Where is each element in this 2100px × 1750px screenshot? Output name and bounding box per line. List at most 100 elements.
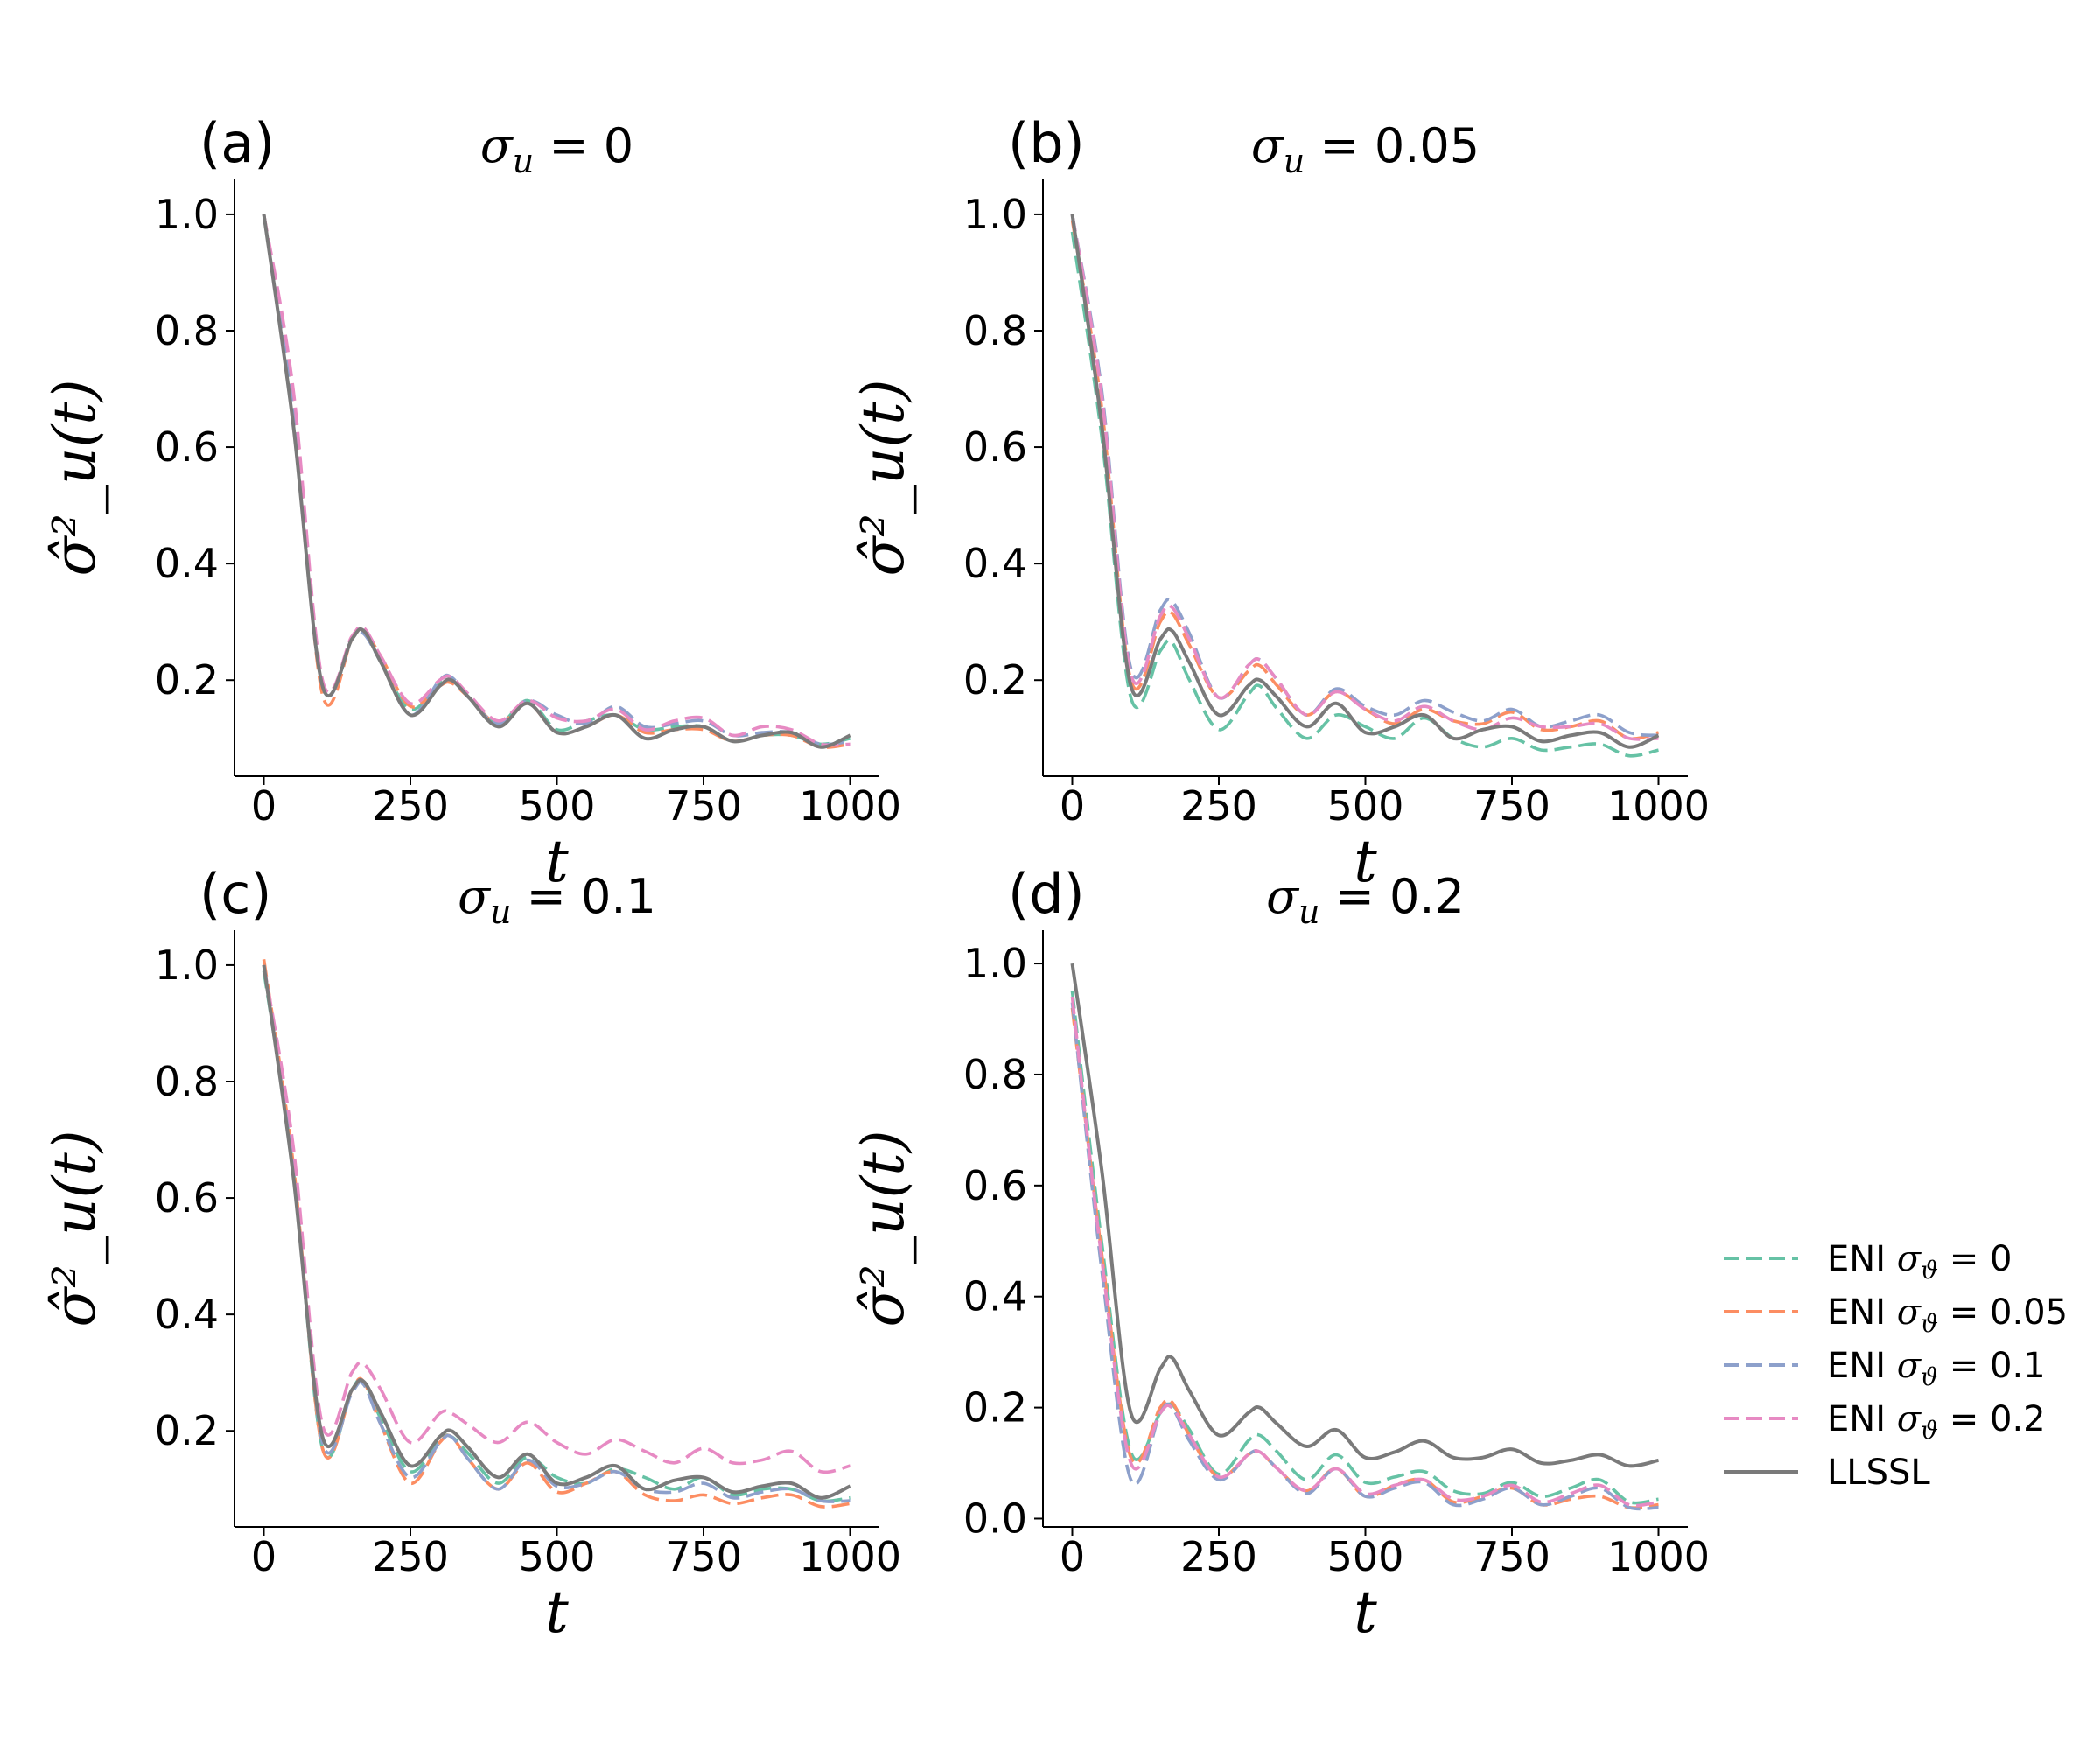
legend-label: ENI σϑ = 0.2	[1827, 1399, 2046, 1445]
legend-prefix: ENI	[1827, 1239, 1897, 1279]
x-tick-label: 500	[519, 1533, 596, 1580]
legend-subscript: ϑ	[1921, 1362, 1938, 1391]
title-symbol: σ	[1266, 869, 1300, 924]
legend-prefix: ENI	[1827, 1399, 1897, 1439]
title-value: = 0	[534, 118, 634, 173]
legend-symbol: σ	[1897, 1239, 1922, 1279]
y-tick-label: 1.0	[155, 942, 219, 989]
series-line	[1070, 214, 1659, 738]
x-tick-label: 750	[665, 1533, 742, 1580]
title-value: = 0.2	[1320, 869, 1464, 924]
x-axis-label: t	[545, 1578, 569, 1646]
x-axis-label: t	[545, 828, 569, 895]
x-tick-label: 1000	[1607, 782, 1710, 830]
series-line	[1070, 996, 1659, 1508]
panel-label: (d)	[1008, 862, 1085, 926]
series-line	[1070, 214, 1660, 749]
x-tick-label: 500	[1327, 782, 1404, 830]
y-tick-label: 0.2	[155, 1407, 219, 1454]
x-tick-label: 250	[1180, 782, 1257, 830]
legend-subscript: ϑ	[1921, 1309, 1938, 1338]
series-line	[262, 214, 850, 746]
x-tick-label: 250	[372, 1533, 449, 1580]
panel-title: σu = 0.05	[1251, 118, 1480, 180]
series-line	[1070, 1002, 1659, 1511]
x-tick-label: 1000	[799, 782, 901, 830]
series-line	[1070, 962, 1659, 1468]
legend-prefix: ENI	[1827, 1292, 1897, 1333]
y-tick-label: 0.2	[963, 656, 1027, 704]
x-tick-label: 500	[519, 782, 596, 830]
title-subscript: u	[490, 892, 511, 931]
legend-subscript: ϑ	[1921, 1256, 1938, 1284]
series-line	[262, 964, 850, 1503]
title-symbol: σ	[480, 118, 514, 173]
y-tick-label: 0.4	[963, 540, 1027, 587]
x-tick-label: 750	[1474, 782, 1550, 830]
panel-label: (b)	[1008, 111, 1085, 175]
legend-symbol: σ	[1897, 1399, 1922, 1439]
x-axis-label: t	[1354, 1578, 1377, 1646]
series-line	[262, 964, 850, 1474]
title-subscript: u	[1298, 892, 1320, 931]
panel-a: 0 250 500 750 1000 0.2 0.4 0.6 0.8 1.0 t σ̂²_u(t) (a…	[41, 111, 901, 895]
series-line	[1070, 214, 1659, 741]
y-tick-label: 0.2	[963, 1384, 1027, 1432]
x-tick-label: 250	[372, 782, 449, 830]
panel-title: σu = 0.2	[1266, 869, 1465, 931]
y-axis-label: σ̂²_u(t)	[850, 379, 917, 576]
x-tick-label: 1000	[799, 1533, 901, 1580]
y-tick-label: 1.0	[155, 191, 219, 238]
panel-c: 0 250 500 750 1000 0.2 0.4 0.6 0.8 1.0 t σ̂²_u(t) (c…	[41, 862, 901, 1646]
legend-label: ENI σϑ = 0	[1827, 1239, 2012, 1284]
y-tick-label: 0.8	[155, 1058, 219, 1105]
y-axis-label: σ̂²_u(t)	[41, 379, 108, 576]
series-line	[262, 959, 850, 1508]
title-value: = 0.1	[511, 869, 655, 924]
y-tick-label: 0.6	[155, 1174, 219, 1222]
x-tick-label: 750	[665, 782, 742, 830]
y-tick-label: 1.0	[963, 191, 1027, 238]
series-line	[1070, 1007, 1659, 1509]
y-tick-label: 0.4	[155, 540, 219, 587]
title-subscript: u	[513, 142, 534, 180]
y-tick-label: 0.4	[155, 1291, 219, 1338]
series-line	[1070, 220, 1659, 740]
y-tick-label: 0.8	[963, 1051, 1027, 1098]
legend-label: ENI σϑ = 0.1	[1827, 1346, 2046, 1391]
series-line	[262, 214, 851, 749]
y-axis-label: σ̂²_u(t)	[41, 1130, 108, 1326]
legend-label: ENI σϑ = 0.05	[1827, 1292, 2068, 1338]
y-tick-label: 1.0	[963, 940, 1027, 987]
series-line	[1070, 231, 1659, 758]
x-tick-label: 0	[1060, 1533, 1085, 1580]
y-tick-label: 0.4	[963, 1273, 1027, 1320]
series-line	[262, 970, 850, 1503]
series-line	[262, 964, 851, 1500]
panel-title: σu = 0.1	[458, 869, 656, 931]
series-line	[262, 214, 850, 746]
series-line	[1070, 990, 1659, 1505]
x-tick-label: 0	[1060, 782, 1085, 830]
legend-prefix: ENI	[1827, 1346, 1897, 1386]
panel-b: 0 250 500 750 1000 0.2 0.4 0.6 0.8 1.0 t σ̂²_u(t) (b…	[850, 111, 1710, 895]
series-line	[262, 214, 850, 747]
series-line	[262, 214, 850, 749]
y-tick-label: 0.8	[963, 307, 1027, 354]
y-tick-label: 0.8	[155, 307, 219, 354]
legend-label: LLSSL	[1827, 1452, 1930, 1493]
panel-label: (c)	[200, 862, 271, 926]
x-tick-label: 500	[1327, 1533, 1404, 1580]
y-tick-label: 0.6	[963, 1162, 1027, 1209]
title-value: = 0.05	[1305, 118, 1480, 173]
panel-title: σu = 0	[480, 118, 634, 180]
y-tick-label: 0.6	[155, 424, 219, 471]
y-tick-label: 0.2	[155, 656, 219, 704]
legend-symbol: σ	[1897, 1346, 1922, 1386]
legend-subscript: ϑ	[1921, 1416, 1938, 1445]
y-tick-label: 0.0	[963, 1494, 1027, 1542]
x-tick-label: 0	[251, 1533, 276, 1580]
panel-label: (a)	[200, 111, 275, 175]
